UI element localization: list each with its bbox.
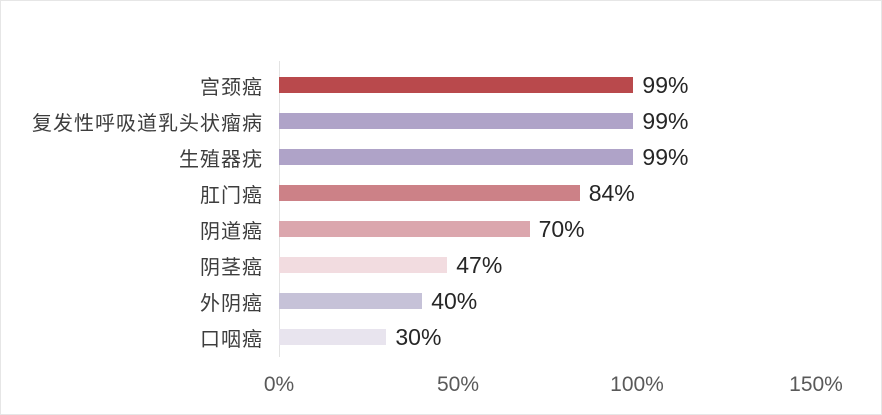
value-label: 99%	[642, 107, 689, 134]
bar[interactable]	[279, 257, 448, 273]
value-label: 30%	[395, 323, 442, 350]
bar-track: 47%	[279, 253, 816, 276]
bar[interactable]	[279, 113, 634, 129]
category-label: 生殖器疣	[179, 148, 263, 171]
bar-row: 肛门癌 84%	[1, 175, 881, 211]
value-label: 70%	[538, 215, 585, 242]
category-label: 口咽癌	[200, 328, 263, 351]
bar-rows: 宫颈癌 99% 复发性呼吸道乳头状瘤病 99% 生殖器疣 99% 肛门癌 84% 阴道癌 70% 阴…	[1, 67, 881, 355]
bar-row: 阴茎癌 47%	[1, 247, 881, 283]
x-tick-label: 150%	[789, 373, 843, 396]
bar[interactable]	[279, 185, 580, 201]
value-label: 47%	[456, 251, 503, 278]
value-label: 40%	[431, 287, 478, 314]
bar[interactable]	[279, 329, 387, 345]
bar-row: 阴道癌 70%	[1, 211, 881, 247]
category-label: 宫颈癌	[200, 76, 263, 99]
category-label: 肛门癌	[200, 184, 263, 207]
bar-track: 84%	[279, 181, 816, 204]
bar[interactable]	[279, 293, 423, 309]
value-label: 84%	[588, 179, 635, 206]
bar-track: 40%	[279, 289, 816, 312]
bar[interactable]	[279, 77, 634, 93]
category-label: 外阴癌	[200, 292, 263, 315]
value-label: 99%	[642, 71, 689, 98]
y-axis-line	[279, 61, 280, 357]
bar[interactable]	[279, 149, 634, 165]
bar-row: 宫颈癌 99%	[1, 67, 881, 103]
bar-track: 99%	[279, 145, 816, 168]
bar-track: 30%	[279, 325, 816, 348]
x-tick-label: 50%	[436, 373, 480, 396]
category-label: 阴道癌	[200, 220, 263, 243]
value-label: 99%	[642, 143, 689, 170]
x-tick-label: 100%	[610, 373, 664, 396]
bar-track: 99%	[279, 109, 816, 132]
bar[interactable]	[279, 221, 530, 237]
bar-row: 外阴癌 40%	[1, 283, 881, 319]
category-label: 阴茎癌	[200, 256, 263, 279]
x-tick-label: 0%	[263, 373, 295, 396]
bar-track: 99%	[279, 73, 816, 96]
bar-row: 生殖器疣 99%	[1, 139, 881, 175]
bar-row: 口咽癌 30%	[1, 319, 881, 355]
bar-track: 70%	[279, 217, 816, 240]
category-label: 复发性呼吸道乳头状瘤病	[32, 112, 263, 135]
x-axis: 0% 50% 100% 150%	[264, 367, 843, 411]
bar-row: 复发性呼吸道乳头状瘤病 99%	[1, 103, 881, 139]
